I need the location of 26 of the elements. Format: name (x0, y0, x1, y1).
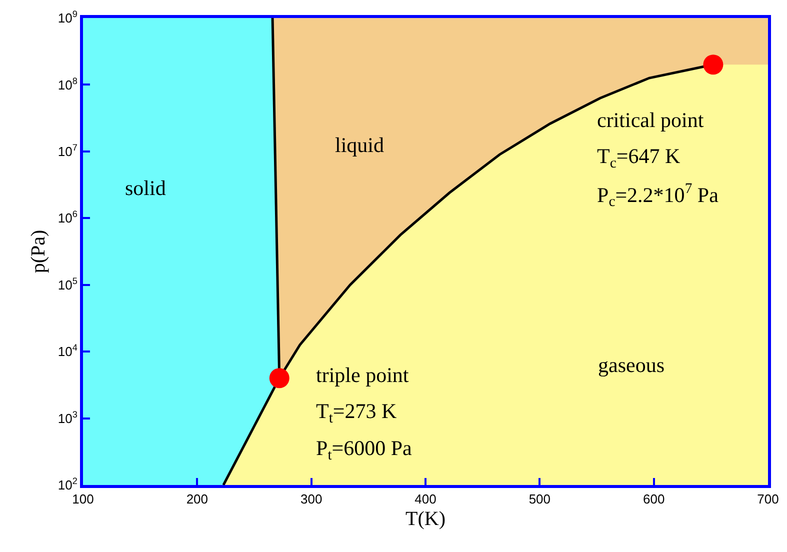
x-tick-label: 500 (528, 492, 551, 507)
x-tick-label: 700 (757, 492, 779, 507)
y-tick-label: 10$^{6}$ (58, 209, 78, 226)
annotation: T$_{t}$=273 K (316, 399, 397, 426)
annotation: gaseous (598, 353, 664, 377)
y-tick-label: 10$^{9}$ (58, 9, 78, 26)
y-axis-title: p(Pa) (27, 230, 50, 274)
annotation: liquid (335, 133, 385, 157)
annotation: P$_{c}$=2.2*10$^{7}$ Pa (597, 181, 720, 210)
annotation: solid (125, 176, 166, 200)
y-tick-label: 10$^{4}$ (58, 342, 78, 360)
y-tick-label: 10$^{7}$ (58, 142, 78, 159)
annotation: triple point (316, 363, 409, 387)
y-tick-label: 10$^{3}$ (58, 409, 78, 426)
annotation: critical point (597, 108, 704, 132)
x-tick-label: 300 (300, 492, 322, 507)
y-tick-label: 10$^{5}$ (58, 276, 78, 292)
y-tick-label: 10$^{8}$ (58, 76, 78, 92)
y-tick-label: 10$^{2}$ (58, 476, 78, 493)
annotation: P$_{t}$=6000 Pa (316, 436, 413, 464)
x-tick-label: 100 (72, 492, 94, 507)
annotation: T$_{c}$=647 K (597, 144, 680, 172)
x-tick-label: 600 (642, 492, 665, 507)
x-tick-label: 200 (186, 492, 208, 507)
x-tick-label: 400 (414, 492, 436, 507)
x-axis-title: T(K) (406, 508, 446, 530)
